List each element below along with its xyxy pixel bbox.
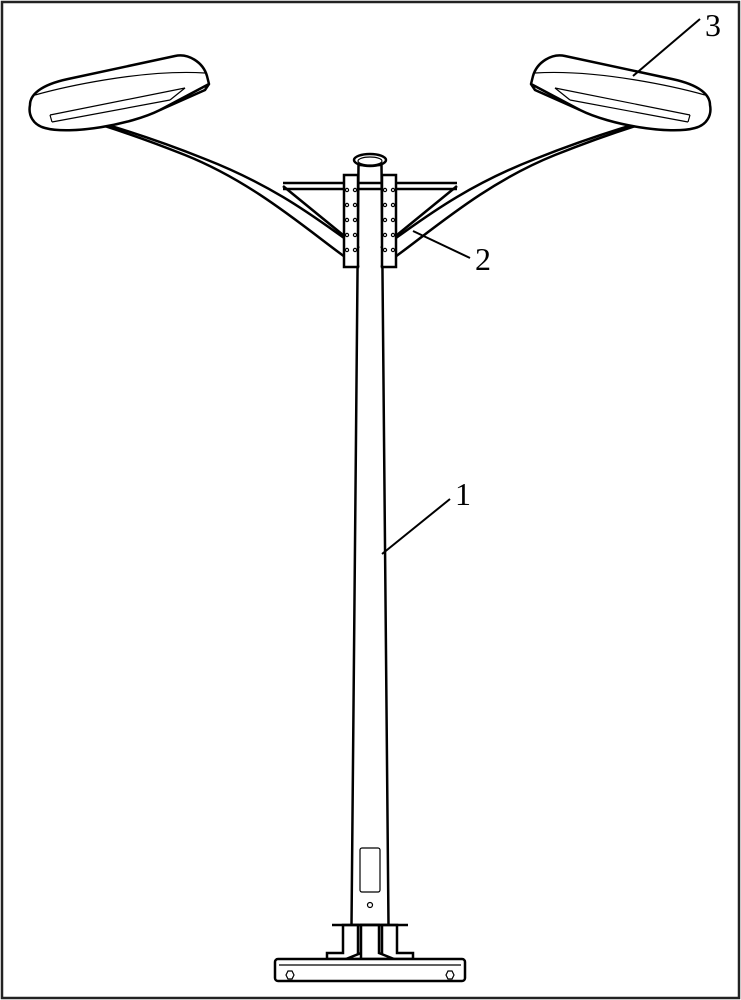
base-plate — [275, 959, 465, 981]
callout-label: 2 — [475, 241, 491, 277]
lamp-body — [30, 55, 209, 130]
callout-3: 3 — [633, 7, 721, 76]
callout-leader — [413, 231, 470, 258]
lamp-head-left — [30, 55, 209, 130]
lamp-head-right — [531, 55, 710, 130]
base-gusset — [327, 925, 358, 959]
streetlight-figure: 1 2 3 — [0, 0, 741, 1000]
callout-2: 2 — [413, 231, 491, 277]
arm-left-outer — [75, 117, 359, 267]
arm-right-outer — [381, 117, 665, 267]
callout-leader — [382, 499, 450, 554]
base — [275, 925, 465, 981]
callout-leader — [633, 19, 700, 76]
pole — [352, 154, 389, 925]
callout-1: 1 — [382, 476, 471, 554]
base-gusset — [382, 925, 413, 959]
pole-body — [352, 165, 389, 925]
lamp-body — [531, 55, 710, 130]
callout-label: 1 — [455, 476, 471, 512]
callout-label: 3 — [705, 7, 721, 43]
